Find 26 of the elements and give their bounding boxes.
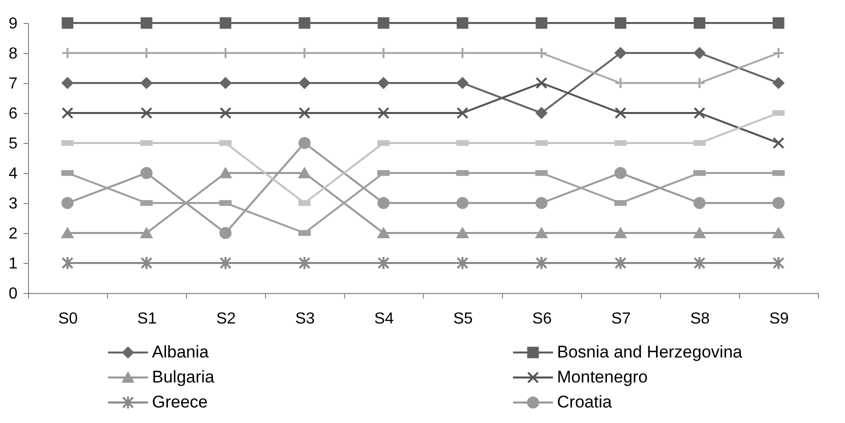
x-tick-label: S2 — [216, 310, 236, 328]
legend-label: Bosnia and Herzegovina — [557, 342, 743, 362]
legend-label: Croatia — [557, 392, 612, 412]
y-tick-label: 6 — [8, 106, 18, 122]
y-tick-label: 8 — [8, 46, 18, 62]
x-tick-label: S7 — [611, 310, 631, 328]
x-tick-label: S3 — [295, 310, 315, 328]
y-tick-label: 9 — [8, 16, 18, 32]
x-tick-label: S8 — [690, 310, 710, 328]
x-tick-label: S9 — [769, 310, 789, 328]
legend-label: Greece — [152, 392, 208, 412]
x-tick-label: S0 — [58, 310, 78, 328]
y-tick-label: 5 — [8, 136, 18, 152]
y-tick-label: 7 — [8, 76, 18, 92]
legend-label: Montenegro — [557, 368, 648, 386]
y-tick-label: 3 — [8, 196, 18, 212]
x-tick-label: S5 — [453, 310, 473, 328]
y-tick-label: 1 — [8, 256, 18, 272]
x-tick-label: S6 — [532, 310, 552, 328]
x-tick-label: S4 — [374, 310, 394, 328]
x-tick-label: S1 — [137, 310, 157, 328]
legend-label: Bulgaria — [152, 368, 215, 386]
y-tick-label: 4 — [8, 166, 18, 182]
legend-label: Albania — [152, 342, 210, 362]
y-tick-label: 2 — [8, 226, 18, 242]
y-tick-label: 0 — [8, 286, 18, 302]
